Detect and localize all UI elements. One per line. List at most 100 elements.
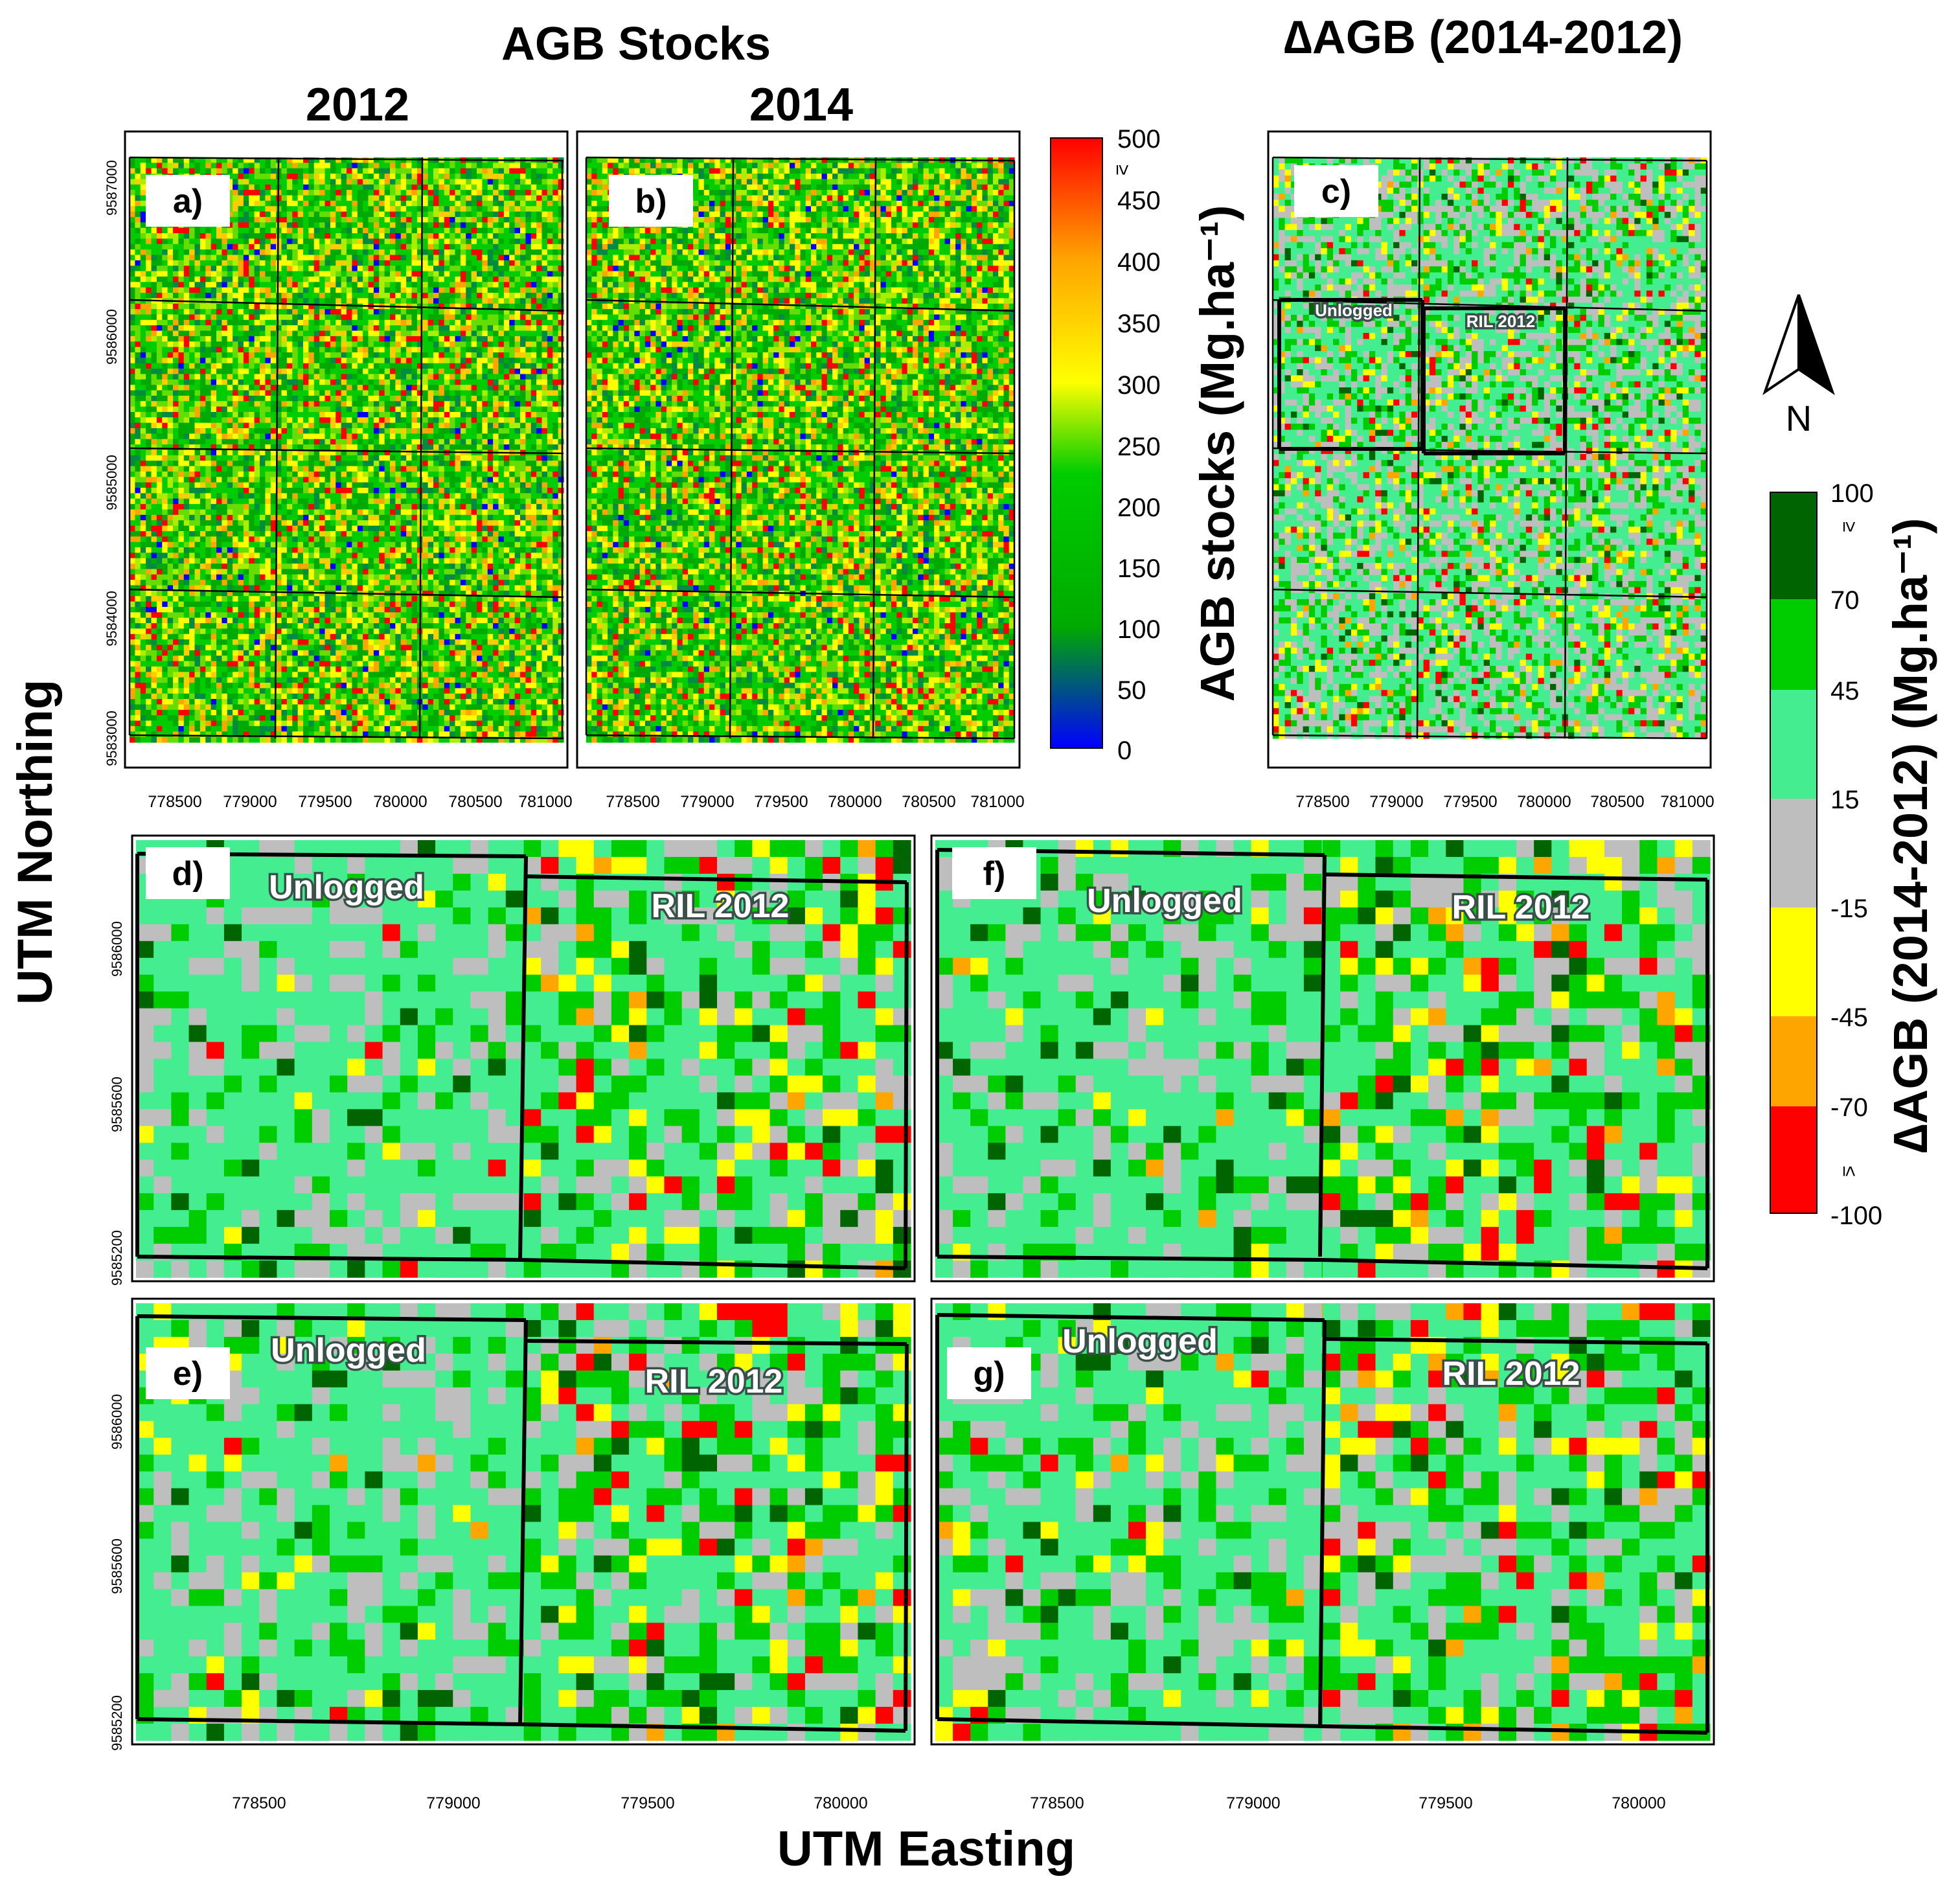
panel-g-unlogged-label: Unlogged bbox=[1062, 1323, 1218, 1360]
tick-a-x-6: 781000 bbox=[518, 793, 572, 811]
tick-a-y-4: 9584000 bbox=[104, 591, 120, 646]
panel-a-label: a) bbox=[173, 183, 203, 220]
panel-g-x-axis: 778500 779000 779500 780000 bbox=[1030, 1794, 1665, 1812]
stocks-colorbar-title: AGB stocks (Mg.ha⁻¹) bbox=[1191, 205, 1244, 702]
panel-e-label: e) bbox=[173, 1355, 203, 1393]
stocks-tick-1: 450 bbox=[1117, 187, 1161, 215]
agb-stocks-title: AGB Stocks bbox=[501, 18, 771, 70]
panel-b-x-axis: 778500 779000 779500 780000 780500 78100… bbox=[606, 793, 1024, 811]
tick-g-x-3: 779500 bbox=[1419, 1794, 1472, 1812]
panel-c-ril-label: RIL 2012 bbox=[1466, 312, 1535, 331]
panel-f-ril-label: RIL 2012 bbox=[1452, 889, 1590, 926]
tick-c-x-4: 780000 bbox=[1517, 793, 1571, 811]
tick-b-x-1: 778500 bbox=[606, 793, 659, 811]
delta-tick-0: 100 bbox=[1830, 479, 1874, 508]
year-2012-title: 2012 bbox=[306, 79, 409, 131]
tick-a-x-3: 779500 bbox=[298, 793, 352, 811]
tick-a-x-4: 780000 bbox=[373, 793, 427, 811]
delta-class-45-70 bbox=[1770, 599, 1817, 690]
panel-d-unlogged-label: Unlogged bbox=[269, 869, 424, 906]
tick-b-x-3: 779500 bbox=[754, 793, 808, 811]
tick-c-x-3: 779500 bbox=[1443, 793, 1497, 811]
tick-a-x-5: 780500 bbox=[448, 793, 502, 811]
delta-class-neg15-neg45 bbox=[1770, 907, 1817, 1016]
delta-class-le-neg70 bbox=[1770, 1106, 1817, 1213]
tick-g-x-2: 779000 bbox=[1226, 1794, 1280, 1812]
delta-tick-1: 70 bbox=[1830, 586, 1860, 615]
panel-d-label: d) bbox=[172, 855, 203, 893]
stocks-tick-4: 300 bbox=[1117, 371, 1161, 400]
stocks-tick-7: 150 bbox=[1117, 554, 1161, 583]
delta-class-neutral bbox=[1770, 799, 1817, 907]
delta-tick-2: 45 bbox=[1830, 677, 1860, 705]
delta-leq-symbol: ≤ bbox=[1839, 1166, 1860, 1176]
tick-e-x-3: 779500 bbox=[621, 1794, 674, 1812]
tick-e-x-4: 780000 bbox=[814, 1794, 867, 1812]
panel-g-map: g) Unlogged RIL 2012 bbox=[930, 1297, 1715, 1746]
tick-a-y-3: 9585000 bbox=[104, 455, 120, 510]
delta-tick-4: -15 bbox=[1830, 895, 1868, 923]
stocks-tick-6: 200 bbox=[1117, 494, 1161, 522]
panel-e-map: e) Unlogged RIL 2012 bbox=[131, 1297, 916, 1746]
tick-d-y-2: 9585600 bbox=[109, 1077, 125, 1132]
delta-tick-6: -70 bbox=[1830, 1093, 1868, 1122]
panel-c-map: c) Unlogged RIL 2012 bbox=[1267, 130, 1712, 769]
delta-tick-3: 15 bbox=[1830, 786, 1860, 814]
delta-colorbar: 100 ≥ 70 45 15 -15 -45 -70 ≤ -100 bbox=[1770, 479, 1882, 1230]
stocks-colorbar-ramp bbox=[1050, 137, 1103, 749]
panel-g-label: g) bbox=[973, 1355, 1005, 1393]
tick-a-x-2: 779000 bbox=[223, 793, 277, 811]
stocks-tick-8: 100 bbox=[1117, 615, 1161, 644]
x-axis-title: UTM Easting bbox=[777, 1821, 1075, 1877]
panel-f-label: f) bbox=[983, 855, 1006, 893]
tick-b-x-4: 780000 bbox=[828, 793, 882, 811]
tick-a-y-1: 9587000 bbox=[104, 160, 120, 216]
panel-g-ril-label: RIL 2012 bbox=[1442, 1355, 1580, 1393]
tick-a-y-5: 9583000 bbox=[104, 711, 120, 766]
tick-b-x-5: 780500 bbox=[902, 793, 955, 811]
north-arrow-icon: N bbox=[1762, 294, 1835, 439]
panel-d-map: d) Unlogged RIL 2012 bbox=[131, 834, 916, 1283]
tick-b-x-6: 781000 bbox=[970, 793, 1024, 811]
tick-a-x-1: 778500 bbox=[148, 793, 201, 811]
tick-e-y-1: 9586000 bbox=[109, 1394, 125, 1450]
panel-a-x-axis: 778500 779000 779500 780000 780500 78100… bbox=[148, 793, 572, 811]
tick-e-y-3: 9585200 bbox=[109, 1695, 125, 1751]
stocks-tick-10: 0 bbox=[1117, 736, 1132, 765]
stocks-tick-3: 350 bbox=[1117, 310, 1161, 338]
delta-class-ge70 bbox=[1770, 492, 1817, 599]
stocks-tick-5: 250 bbox=[1117, 433, 1161, 461]
stocks-tick-2: 400 bbox=[1117, 248, 1161, 277]
panel-a-map: a) bbox=[124, 130, 569, 769]
year-2014-title: 2014 bbox=[749, 79, 853, 131]
panel-b-map: b) bbox=[576, 130, 1021, 769]
tick-c-x-2: 779000 bbox=[1369, 793, 1423, 811]
tick-c-x-5: 780500 bbox=[1590, 793, 1644, 811]
panel-c-x-axis: 778500 779000 779500 780000 780500 78100… bbox=[1295, 793, 1714, 811]
tick-g-x-1: 778500 bbox=[1030, 1794, 1084, 1812]
panel-f-map: f) Unlogged RIL 2012 bbox=[930, 834, 1715, 1283]
panel-d-ril-label: RIL 2012 bbox=[652, 887, 790, 925]
delta-colorbar-title: ∆AGB (2014-2012) (Mg.ha⁻¹) bbox=[1884, 518, 1937, 1154]
panel-e-x-axis: 778500 779000 779500 780000 bbox=[232, 1794, 867, 1812]
panel-e-ril-label: RIL 2012 bbox=[645, 1363, 783, 1400]
panel-e-unlogged-label: Unlogged bbox=[271, 1332, 426, 1369]
delta-tick-7: -100 bbox=[1830, 1202, 1882, 1230]
tick-d-y-3: 9585200 bbox=[109, 1230, 125, 1286]
delta-geq-symbol: ≥ bbox=[1839, 521, 1860, 532]
tick-e-x-2: 779000 bbox=[426, 1794, 480, 1812]
stocks-tick-0: 500 bbox=[1117, 125, 1161, 154]
panel-b-label: b) bbox=[635, 183, 667, 220]
stocks-geq-symbol: ≥ bbox=[1112, 165, 1134, 175]
panel-c-unlogged-label: Unlogged bbox=[1315, 301, 1393, 320]
stocks-tick-9: 50 bbox=[1117, 676, 1146, 705]
panel-f-unlogged-label: Unlogged bbox=[1087, 882, 1242, 920]
tick-e-y-2: 9585600 bbox=[109, 1538, 125, 1594]
tick-e-x-1: 778500 bbox=[232, 1794, 286, 1812]
panel-d-y-axis: 9586000 9585600 9585200 bbox=[109, 921, 125, 1286]
panel-c-label: c) bbox=[1321, 173, 1351, 211]
tick-a-y-2: 9586000 bbox=[104, 309, 120, 365]
tick-b-x-2: 779000 bbox=[680, 793, 734, 811]
tick-c-x-6: 781000 bbox=[1660, 793, 1714, 811]
